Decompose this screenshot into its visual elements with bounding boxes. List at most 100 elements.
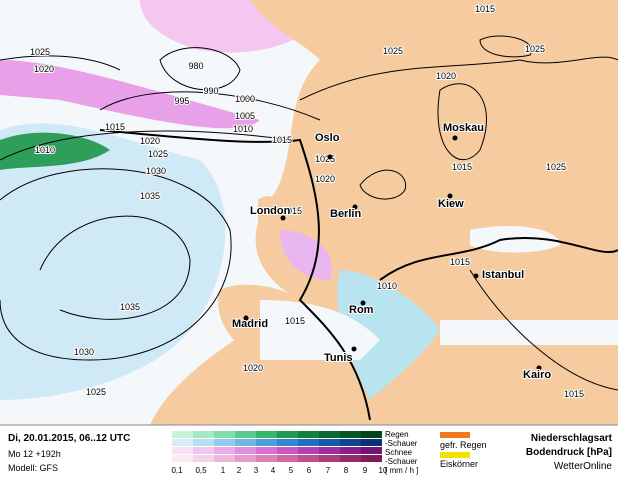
isobar: [379, 236, 618, 281]
model: Modell: GFS: [8, 463, 58, 473]
isobar-label: 1020: [34, 64, 54, 74]
isobar-label: 1025: [525, 44, 545, 54]
legend-swatch: [319, 447, 340, 454]
scale-label: 1: [221, 466, 226, 475]
isobar-label: 1025: [315, 154, 335, 164]
precip-rain: [0, 132, 110, 170]
city-dot: [327, 154, 333, 160]
city-label: Berlin: [330, 208, 361, 220]
legend-swatch: [172, 447, 193, 454]
legend-swatch: [361, 455, 382, 462]
city-dot: [243, 315, 249, 321]
city-label: London: [250, 205, 291, 217]
isobar: [359, 169, 406, 200]
isobar-label: 1015: [272, 135, 292, 145]
legend-swatch: [277, 455, 298, 462]
isobar-label: 1025: [148, 149, 168, 159]
isobar-label: 1015: [450, 257, 470, 267]
legend-swatch: [172, 439, 193, 446]
isobar: [99, 91, 321, 121]
scale-label: 8: [344, 466, 349, 475]
legend-swatch: [235, 455, 256, 462]
isobar-label: 1030: [74, 347, 94, 357]
city-label: Kairo: [523, 369, 551, 381]
freezing-rain-swatch: [440, 432, 470, 438]
isobar-label: 1015: [105, 122, 125, 132]
title-pressure: Bodendruck [hPa]: [526, 447, 612, 458]
isobar-label: 1020: [140, 136, 160, 146]
legend-swatch: [172, 431, 193, 438]
precip-snow: [0, 60, 260, 129]
city-dot: [351, 346, 357, 352]
legend-swatch: [193, 439, 214, 446]
legend-swatch: [277, 431, 298, 438]
city-label: Madrid: [232, 318, 268, 330]
isobar-label: 1020: [243, 363, 263, 373]
isobar-label: 990: [203, 86, 218, 96]
isobar-label: 1005: [235, 111, 255, 121]
scale-label: 3: [254, 466, 259, 475]
isobar-labels: 1015 1025 1020 980 990 995 1000 1005 1010 1015 102…: [29, 3, 585, 400]
isobar: [469, 269, 618, 391]
legend-swatch: [340, 431, 361, 438]
city-label: Tunis: [324, 352, 353, 364]
legend-swatch: [193, 447, 214, 454]
legend-swatch: [256, 431, 277, 438]
cities: Oslo Moskau London Berlin Kiew Istanbul Madrid…: [231, 121, 552, 382]
map: 1015 1025 1020 980 990 995 1000 1005 1010 1015 102…: [0, 0, 618, 425]
legend-rain: Regen: [385, 430, 409, 439]
legend-swatch: [214, 447, 235, 454]
isobar-label: 1010: [233, 124, 253, 134]
city-dot: [360, 300, 366, 306]
isobar: [0, 55, 121, 71]
legend-swatch: [172, 455, 193, 462]
legend-rain-showers: -Schauer: [385, 439, 418, 448]
isobar: [39, 215, 191, 320]
legend-swatch: [193, 455, 214, 462]
city-label: Istanbul: [482, 269, 524, 281]
city-dot: [352, 204, 358, 210]
isobar-label: 1035: [120, 302, 140, 312]
isobar-label: 1020: [315, 174, 335, 184]
legend-swatch: [235, 447, 256, 454]
isobar: [299, 56, 618, 101]
legend-swatch: [298, 455, 319, 462]
isobar-label: 1025: [546, 162, 566, 172]
legend-swatch: [214, 431, 235, 438]
legend-swatch: [361, 439, 382, 446]
isobar: [159, 47, 241, 91]
legend-swatch: [298, 431, 319, 438]
legend-swatch: [319, 431, 340, 438]
med-east: [440, 320, 618, 345]
land-britain: [258, 196, 285, 239]
legend-snow-showers: -Schauer: [385, 457, 418, 466]
date: Di, 20.01.2015, 06..12 UTC: [8, 433, 130, 444]
brand: WetterOnline: [554, 461, 613, 472]
legend-snow: Schnee: [385, 448, 413, 457]
legend-swatch: [298, 439, 319, 446]
precip-showers: [0, 123, 226, 400]
isobar-label: 980: [188, 61, 203, 71]
legend-swatch: [340, 455, 361, 462]
legend-swatch: [277, 439, 298, 446]
scale-label: 7: [326, 466, 331, 475]
sea: [260, 300, 380, 360]
legend-swatch: [256, 455, 277, 462]
precip-snow: [280, 230, 332, 280]
scale-label: 6: [307, 466, 312, 475]
isobar-label: 1035: [140, 191, 160, 201]
city-dot: [447, 193, 453, 199]
isobar-label: 1000: [235, 94, 255, 104]
isobar-label: 1010: [377, 281, 397, 291]
isobar-label: 1025: [86, 387, 106, 397]
isobar-label: 1015: [475, 4, 495, 14]
scale-label: 9: [363, 466, 368, 475]
legend-ice-pellets: Eiskörner: [440, 459, 478, 469]
city-dot: [280, 215, 286, 221]
city-dot: [536, 365, 542, 371]
land: [150, 0, 618, 425]
scale-label: 2: [237, 466, 242, 475]
scale-label: 5: [289, 466, 294, 475]
isobar-label: 1030: [146, 166, 166, 176]
legend-swatch: [277, 447, 298, 454]
